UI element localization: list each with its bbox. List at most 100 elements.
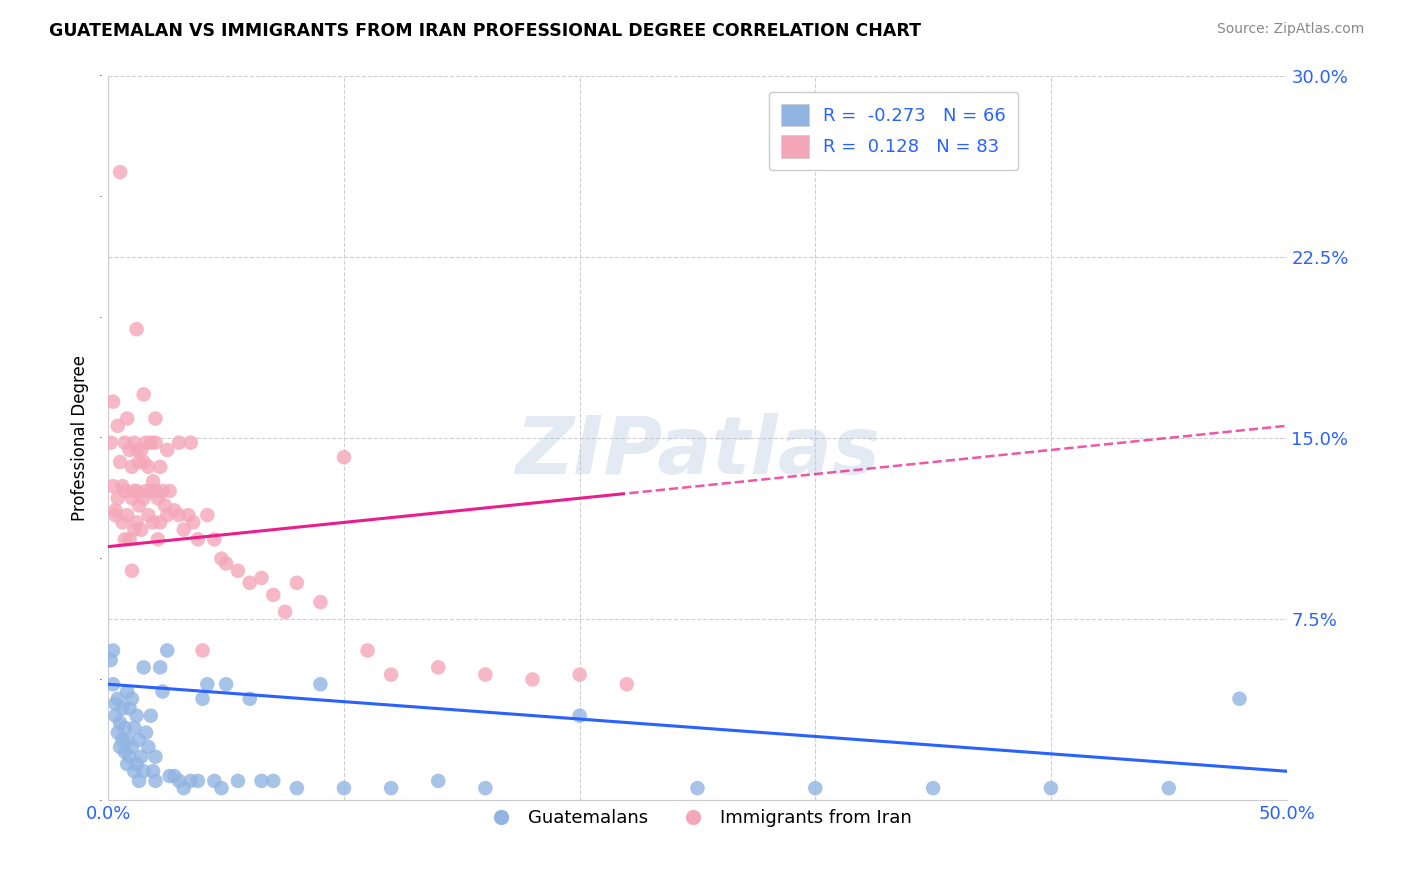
Point (159, 769, 181, 783)
Point (114, 435, 136, 450)
Point (1039, 781, 1062, 796)
Point (173, 523, 195, 537)
Point (132, 455, 155, 469)
Point (135, 725, 157, 739)
Point (121, 491, 143, 506)
Point (285, 781, 308, 796)
Point (142, 516, 165, 530)
Point (145, 773, 167, 788)
Point (616, 677, 638, 691)
Point (202, 533, 225, 547)
Point (145, 435, 167, 450)
Point (138, 459, 160, 474)
Point (211, 551, 233, 566)
Point (121, 691, 143, 706)
Point (146, 491, 169, 506)
Point (128, 499, 150, 513)
Point (108, 715, 131, 730)
Point (118, 533, 141, 547)
Point (167, 435, 190, 450)
Point (156, 442, 179, 457)
Point (427, 773, 450, 788)
Point (132, 660, 155, 674)
Point (568, 708, 591, 723)
Point (145, 411, 167, 425)
Point (195, 677, 218, 691)
Point (138, 740, 160, 755)
Point (274, 605, 297, 619)
Point (114, 721, 136, 735)
Point (195, 508, 218, 523)
Legend: Guatemalans, Immigrants from Iran: Guatemalans, Immigrants from Iran (475, 802, 920, 835)
Point (180, 773, 202, 788)
Point (167, 773, 190, 788)
Point (107, 691, 129, 706)
Point (181, 516, 204, 530)
Point (804, 781, 827, 796)
Point (156, 643, 179, 657)
Point (333, 781, 356, 796)
Point (145, 749, 167, 764)
Point (111, 479, 134, 493)
Point (146, 533, 169, 547)
Point (149, 459, 172, 474)
Point (118, 749, 141, 764)
Point (568, 667, 591, 681)
Point (202, 773, 225, 788)
Point (309, 595, 332, 609)
Point (122, 764, 145, 779)
Point (125, 516, 148, 530)
Point (149, 660, 172, 674)
Point (180, 435, 202, 450)
Text: GUATEMALAN VS IMMIGRANTS FROM IRAN PROFESSIONAL DEGREE CORRELATION CHART: GUATEMALAN VS IMMIGRANTS FROM IRAN PROFE… (49, 22, 921, 40)
Point (114, 533, 136, 547)
Point (131, 523, 153, 537)
Point (128, 455, 150, 469)
Point (380, 781, 402, 796)
Point (163, 769, 186, 783)
Point (125, 442, 148, 457)
Point (100, 435, 122, 450)
Point (111, 701, 134, 715)
Point (128, 732, 150, 747)
Point (115, 508, 138, 523)
Point (115, 684, 138, 698)
Point (177, 508, 200, 523)
Point (686, 781, 709, 796)
Point (427, 660, 450, 674)
Point (122, 435, 145, 450)
Point (104, 708, 127, 723)
Point (226, 564, 249, 578)
Point (114, 745, 136, 759)
Text: Source: ZipAtlas.com: Source: ZipAtlas.com (1216, 22, 1364, 37)
Point (139, 483, 162, 498)
Point (128, 773, 150, 788)
Point (226, 773, 249, 788)
Point (152, 684, 174, 698)
Point (152, 483, 174, 498)
Point (107, 418, 129, 433)
Point (262, 588, 284, 602)
Point (104, 503, 127, 517)
Point (114, 483, 136, 498)
Point (125, 322, 148, 336)
Point (285, 575, 308, 590)
Point (250, 773, 273, 788)
Point (132, 387, 155, 401)
Point (121, 564, 143, 578)
Point (115, 411, 138, 425)
Point (104, 508, 127, 523)
Point (104, 697, 127, 711)
Point (211, 781, 233, 796)
Point (142, 475, 165, 489)
Point (142, 764, 165, 779)
Point (108, 740, 131, 755)
Point (101, 479, 124, 493)
Point (215, 557, 238, 571)
Point (132, 764, 155, 779)
Point (115, 756, 138, 771)
Point (125, 756, 148, 771)
Point (309, 677, 332, 691)
Point (333, 450, 356, 465)
Point (191, 691, 214, 706)
